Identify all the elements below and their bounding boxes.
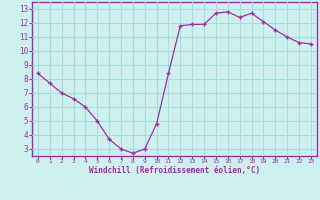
- X-axis label: Windchill (Refroidissement éolien,°C): Windchill (Refroidissement éolien,°C): [89, 166, 260, 175]
